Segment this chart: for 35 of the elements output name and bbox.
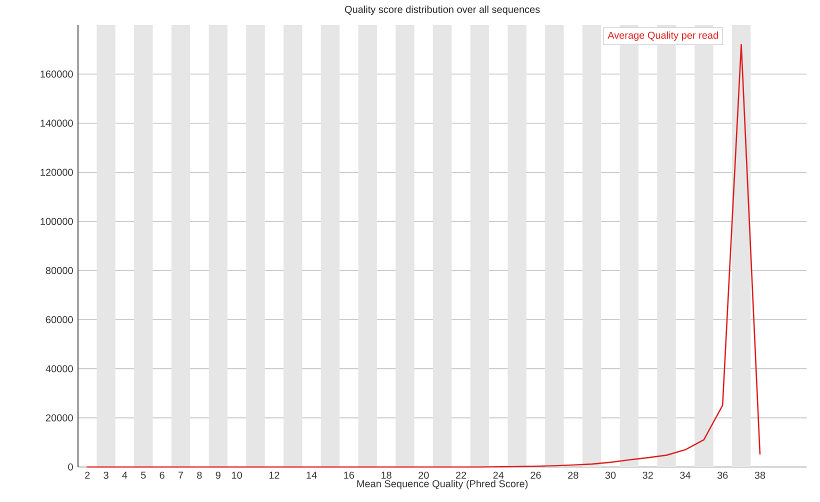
x-tick-label: 34: [680, 472, 690, 479]
x-tick-label: 26: [530, 472, 541, 479]
x-tick-label: 8: [197, 472, 202, 479]
x-tick-label: 3: [104, 472, 108, 479]
x-tick-label: 28: [568, 472, 578, 479]
x-tick-label: 18: [381, 472, 392, 479]
chart-title: Quality score distribution over all sequences: [344, 6, 540, 15]
y-tick-label: 120000: [40, 168, 73, 176]
y-tick-label: 100000: [40, 218, 73, 225]
x-tick-label: 36: [717, 472, 728, 479]
y-tick-label: 80000: [46, 267, 73, 274]
x-tick-label: 24: [493, 472, 504, 479]
x-tick-label: 12: [269, 472, 280, 479]
y-tick-label: 160000: [40, 70, 73, 78]
x-tick-label: 32: [642, 472, 653, 479]
y-tick-label: 60000: [46, 316, 73, 324]
x-tick-label: 9: [216, 472, 220, 479]
y-tick-label: 40000: [46, 365, 73, 372]
x-tick-label: 2: [85, 472, 90, 479]
y-tick-label: 140000: [40, 120, 73, 127]
y-tick-label: 0: [68, 463, 73, 471]
text: Average Quality per read: [608, 31, 718, 41]
x-tick-label: 10: [232, 472, 242, 479]
x-axis-title: Mean Sequence Quality (Phred Score): [357, 480, 528, 490]
x-tick-label: 30: [605, 472, 616, 479]
x-tick-label: 4: [122, 472, 128, 479]
x-tick-label: 7: [178, 472, 184, 479]
y-tick-label: 20000: [46, 414, 73, 422]
x-tick-label: 22: [456, 472, 466, 479]
x-tick-label: 38: [754, 472, 766, 479]
x-tick-label: 14: [306, 472, 317, 479]
x-tick-label: 20: [418, 472, 429, 479]
x-tick-label: 5: [141, 472, 146, 479]
x-tick-label: 6: [160, 472, 164, 479]
x-tick-label: 16: [344, 472, 354, 479]
